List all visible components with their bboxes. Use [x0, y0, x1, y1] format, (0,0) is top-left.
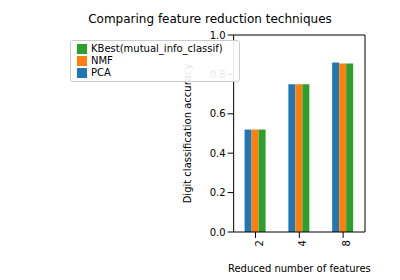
html-text:KBest(mutual_info_classif): KBest(mutual_info_classif) — [91, 43, 223, 54]
html-text:Comparing feature reduction te: Comparing feature reduction techniques — [88, 12, 332, 26]
svg-text:0.4: 0.4 — [210, 148, 226, 159]
svg-text:0.0: 0.0 — [210, 227, 226, 238]
svg-text:4: 4 — [297, 240, 308, 246]
html-text:NMF: NMF — [91, 55, 113, 66]
svg-text:1.0: 1.0 — [210, 30, 226, 41]
svg-text:0.8: 0.8 — [210, 69, 226, 80]
svg-text:8: 8 — [341, 240, 352, 246]
html-text:PCA: PCA — [91, 67, 111, 78]
svg-text:2: 2 — [254, 240, 265, 246]
svg-text:Reduced number of features: Reduced number of features — [228, 263, 371, 272]
svg-text:0.2: 0.2 — [210, 187, 226, 198]
svg-text:Digit classification accuracy: Digit classification accuracy — [182, 64, 193, 204]
svg-text:0.6: 0.6 — [210, 108, 226, 119]
